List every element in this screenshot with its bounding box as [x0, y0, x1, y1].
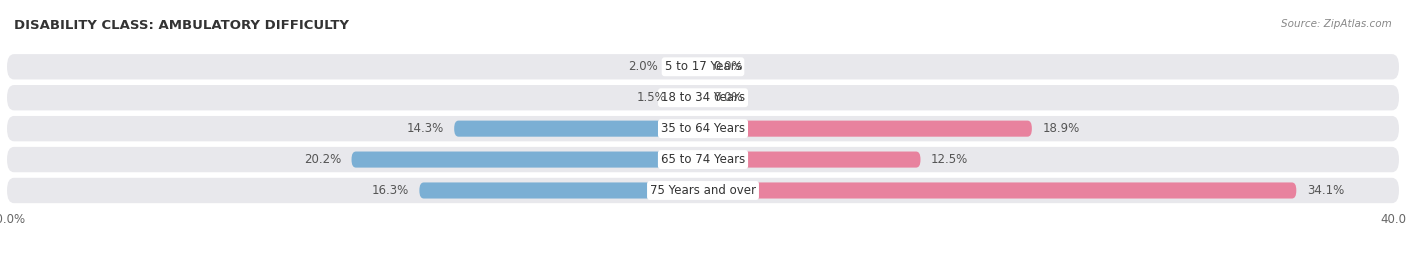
- FancyBboxPatch shape: [7, 116, 1399, 141]
- FancyBboxPatch shape: [7, 178, 1399, 203]
- FancyBboxPatch shape: [703, 151, 921, 168]
- Text: 0.0%: 0.0%: [713, 91, 742, 104]
- FancyBboxPatch shape: [7, 147, 1399, 172]
- FancyBboxPatch shape: [419, 183, 703, 199]
- Text: 20.2%: 20.2%: [304, 153, 342, 166]
- Text: 1.5%: 1.5%: [637, 91, 666, 104]
- Text: DISABILITY CLASS: AMBULATORY DIFFICULTY: DISABILITY CLASS: AMBULATORY DIFFICULTY: [14, 19, 349, 32]
- Text: 12.5%: 12.5%: [931, 153, 969, 166]
- FancyBboxPatch shape: [676, 90, 703, 106]
- Text: 35 to 64 Years: 35 to 64 Years: [661, 122, 745, 135]
- Text: 65 to 74 Years: 65 to 74 Years: [661, 153, 745, 166]
- Text: 0.0%: 0.0%: [713, 60, 742, 73]
- Text: 2.0%: 2.0%: [628, 60, 658, 73]
- FancyBboxPatch shape: [454, 121, 703, 137]
- FancyBboxPatch shape: [703, 121, 1032, 137]
- Text: 75 Years and over: 75 Years and over: [650, 184, 756, 197]
- Text: 16.3%: 16.3%: [371, 184, 409, 197]
- Text: 34.1%: 34.1%: [1306, 184, 1344, 197]
- FancyBboxPatch shape: [352, 151, 703, 168]
- Text: 18.9%: 18.9%: [1042, 122, 1080, 135]
- FancyBboxPatch shape: [7, 54, 1399, 80]
- Text: 18 to 34 Years: 18 to 34 Years: [661, 91, 745, 104]
- Text: Source: ZipAtlas.com: Source: ZipAtlas.com: [1281, 19, 1392, 29]
- FancyBboxPatch shape: [703, 183, 1296, 199]
- Text: 5 to 17 Years: 5 to 17 Years: [665, 60, 741, 73]
- FancyBboxPatch shape: [7, 85, 1399, 110]
- Text: 14.3%: 14.3%: [406, 122, 444, 135]
- FancyBboxPatch shape: [668, 59, 703, 75]
